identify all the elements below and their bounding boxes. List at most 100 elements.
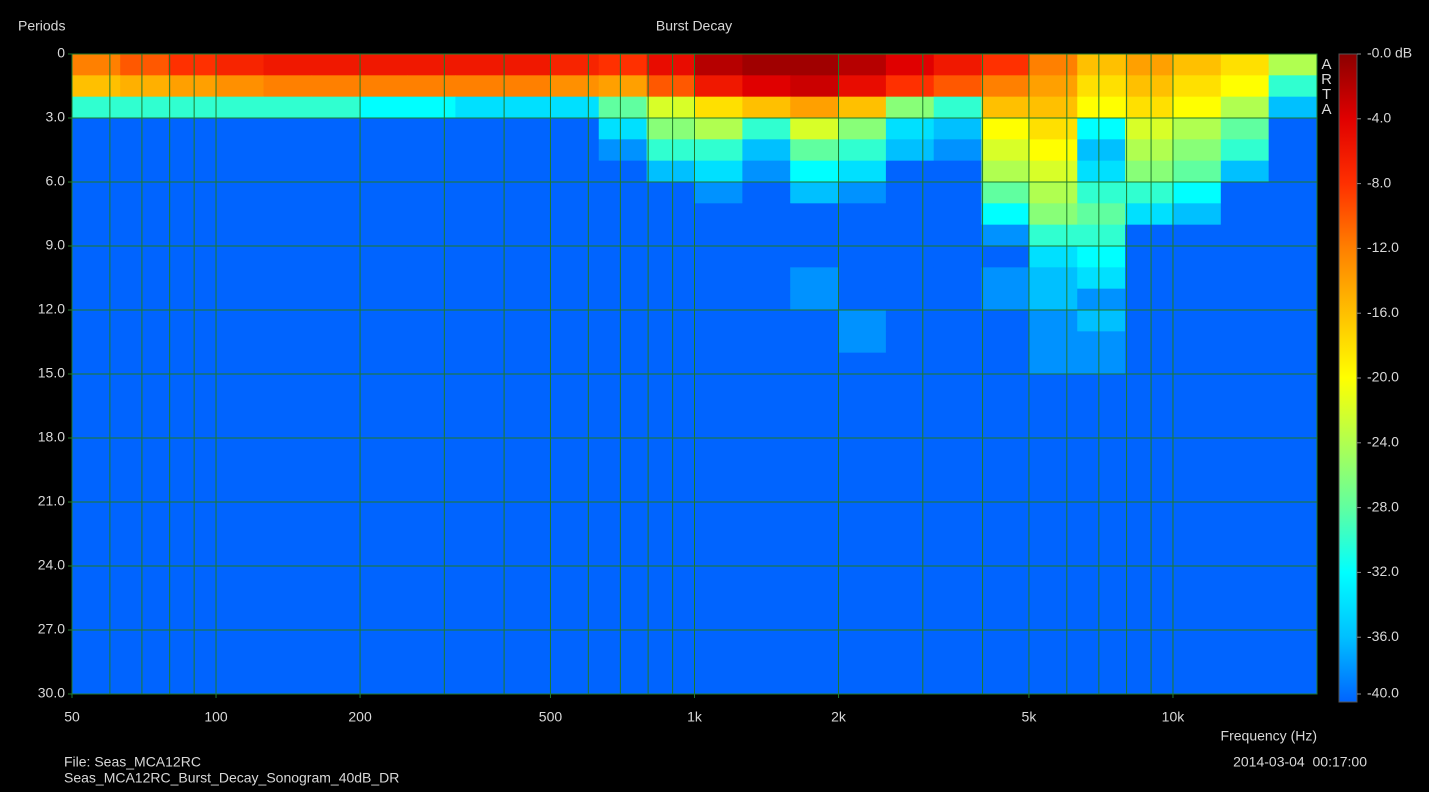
colorbar-tick-label: -32.0 <box>1367 563 1399 579</box>
heatmap-cell <box>120 267 169 290</box>
heatmap-cell <box>933 224 983 247</box>
heatmap-cell <box>885 331 935 354</box>
heatmap-cell <box>646 352 695 375</box>
heatmap-cell <box>407 310 456 332</box>
heatmap-cell <box>550 331 600 354</box>
heatmap-cell <box>1268 331 1317 354</box>
heatmap-cell <box>790 267 839 290</box>
heatmap-cell <box>455 96 504 119</box>
y-tick-label: 24.0 <box>38 557 65 573</box>
heatmap-cell <box>1077 54 1126 76</box>
heatmap-cell <box>503 139 552 162</box>
heatmap-cell <box>120 288 169 311</box>
heatmap-cell <box>311 352 361 375</box>
heatmap-cell <box>215 331 265 354</box>
heatmap-cell <box>1029 75 1078 98</box>
heatmap-cell <box>694 139 743 162</box>
x-tick-label: 2k <box>831 709 847 725</box>
heatmap-cell <box>1220 182 1270 204</box>
heatmap-cell <box>503 331 552 354</box>
heatmap-cell <box>933 203 983 226</box>
heatmap-cell <box>168 288 217 311</box>
heatmap-cell <box>550 96 600 119</box>
heatmap-cell <box>1220 54 1270 76</box>
heatmap-cell <box>407 75 456 98</box>
colorbar-tick-label: -8.0 <box>1367 174 1391 190</box>
heatmap-cell <box>215 267 265 290</box>
heatmap-cell <box>1172 203 1222 226</box>
colorbar-tick-label: -12.0 <box>1367 239 1399 255</box>
heatmap-cell <box>1125 96 1174 119</box>
heatmap-cell <box>1172 75 1222 98</box>
heatmap-cell <box>311 118 361 140</box>
heatmap-cell <box>790 75 839 98</box>
heatmap-cell <box>1029 288 1078 311</box>
heatmap-cell <box>72 224 121 247</box>
heatmap-cell <box>646 160 695 183</box>
heatmap-cell <box>359 310 409 332</box>
heatmap-cell <box>694 75 743 98</box>
heatmap-cell <box>1268 75 1317 98</box>
heatmap-cell <box>72 352 121 375</box>
x-tick-label: 200 <box>348 709 372 725</box>
heatmap-cell <box>598 203 648 226</box>
heatmap-cell <box>215 246 265 268</box>
heatmap-cell <box>885 352 935 375</box>
heatmap-cell <box>742 203 791 226</box>
heatmap-cell <box>168 246 217 268</box>
heatmap-cell <box>646 310 695 332</box>
heatmap-cell <box>885 54 935 76</box>
heatmap-cell <box>838 118 887 140</box>
heatmap-cell <box>933 54 983 76</box>
heatmap-cell <box>215 310 265 332</box>
heatmap-cell <box>503 75 552 98</box>
heatmap-cell <box>885 118 935 140</box>
heatmap-cell <box>1125 118 1174 140</box>
heatmap-cell <box>311 203 361 226</box>
heatmap-cell <box>598 54 648 76</box>
heatmap-cell <box>1125 352 1174 375</box>
heatmap-cell <box>455 203 504 226</box>
heatmap-cell <box>885 160 935 183</box>
heatmap-cell <box>550 75 600 98</box>
heatmap-cell <box>742 54 791 76</box>
heatmap-cell <box>646 331 695 354</box>
colorbar-tick-label: -16.0 <box>1367 304 1399 320</box>
heatmap-cell <box>455 54 504 76</box>
y-tick-label: 15.0 <box>38 365 65 381</box>
heatmap-cell <box>359 182 409 204</box>
heatmap-cell <box>1172 288 1222 311</box>
heatmap-cell <box>981 118 1030 140</box>
y-tick-label: 21.0 <box>38 493 65 509</box>
heatmap-cell <box>790 246 839 268</box>
heatmap-cell <box>72 203 121 226</box>
heatmap-cell <box>263 267 313 290</box>
heatmap-cell <box>694 331 743 354</box>
heatmap-cell <box>694 182 743 204</box>
heatmap-cell <box>742 182 791 204</box>
heatmap-cell <box>168 224 217 247</box>
heatmap-cell <box>263 139 313 162</box>
heatmap-cell <box>598 160 648 183</box>
heatmap-cell <box>838 267 887 290</box>
heatmap-cell <box>1077 118 1126 140</box>
heatmap-cell <box>790 118 839 140</box>
heatmap-cell <box>311 54 361 76</box>
heatmap-cell <box>407 352 456 375</box>
heatmap-cell <box>72 118 121 140</box>
heatmap-cell <box>885 246 935 268</box>
heatmap-cell <box>790 96 839 119</box>
heatmap-cell <box>407 288 456 311</box>
heatmap-cell <box>1125 224 1174 247</box>
heatmap-cell <box>311 310 361 332</box>
heatmap-cell <box>503 310 552 332</box>
chart-title: Burst Decay <box>656 18 732 34</box>
heatmap-cell <box>885 203 935 226</box>
heatmap-cell <box>1029 139 1078 162</box>
heatmap-cell <box>694 224 743 247</box>
heatmap-cell <box>1029 224 1078 247</box>
heatmap-cell <box>790 288 839 311</box>
heatmap-cell <box>933 310 983 332</box>
heatmap-cell <box>838 352 887 375</box>
heatmap-cell <box>646 139 695 162</box>
